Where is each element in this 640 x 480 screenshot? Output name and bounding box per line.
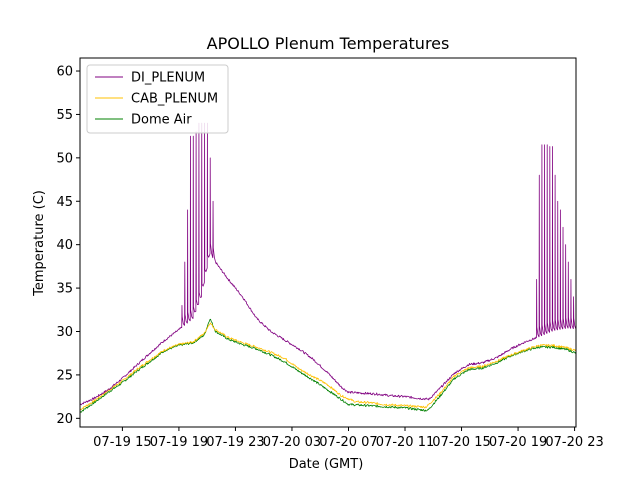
y-tick-label: 25 [56,368,73,383]
legend-label: DI_PLENUM [131,71,205,86]
y-tick-label: 20 [56,412,73,427]
y-tick-label: 30 [56,325,73,340]
x-tick-label: 07-20 23 [545,435,603,450]
y-tick-label: 45 [56,195,73,210]
legend-label: CAB_PLENUM [131,92,218,107]
plot-area [80,122,576,413]
x-tick-label: 07-20 15 [432,435,490,450]
x-tick-label: 07-20 03 [263,435,321,450]
y-tick-label: 35 [56,282,73,297]
legend-label: Dome Air [131,113,192,128]
x-tick-label: 07-20 19 [489,435,547,450]
series-line-di-plenum [80,122,576,406]
y-axis: 20 25 30 35 40 45 50 55 60 [56,65,80,427]
series-layer [80,122,576,413]
y-tick-label: 55 [56,108,73,123]
chart-title: APOLLO Plenum Temperatures [207,34,450,53]
legend-box [86,64,229,134]
plot-frame [79,57,577,428]
series-line-dome-air [80,318,576,413]
x-tick-label: 07-19 15 [93,435,151,450]
x-tick-label: 07-19 23 [206,435,264,450]
legend: DI_PLENUM CAB_PLENUM Dome Air [86,64,229,134]
y-tick-label: 40 [56,238,73,253]
y-tick-label: 60 [56,65,73,80]
series-line-cab-plenum [80,322,576,411]
y-tick-label: 50 [56,151,73,166]
x-tick-label: 07-20 11 [376,435,434,450]
x-tick-label: 07-20 07 [319,435,377,450]
y-axis-label: Temperature (C) [32,190,47,297]
x-tick-label: 07-19 19 [150,435,208,450]
x-axis-label: Date (GMT) [289,457,364,472]
